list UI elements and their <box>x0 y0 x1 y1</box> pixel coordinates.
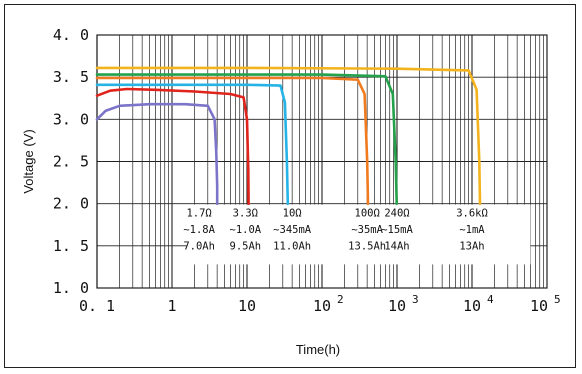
x-tick-label: 10 <box>388 297 406 315</box>
annotation-line: ~345mA <box>273 224 312 236</box>
y-axis-title: Voltage (V) <box>21 129 36 193</box>
x-tick-label: 10 <box>238 297 256 315</box>
annotation-line: 240Ω <box>384 208 409 220</box>
x-tick-label: 0. 1 <box>79 297 115 315</box>
annotations: 1.7Ω ~1.8A 7.0Ah 3.3Ω ~1.0A 9.5Ah 10Ω ~345mA 11.… <box>183 208 487 253</box>
x-tick-exponent: 2 <box>337 293 344 306</box>
annotation-line: 14Ah <box>384 241 409 253</box>
annotation-line: 9.5Ah <box>230 241 262 253</box>
annotation-line: 3.3Ω <box>233 208 258 220</box>
y-tick-label: 4. 0 <box>53 26 89 44</box>
annotation-line: 3.6kΩ <box>456 208 488 220</box>
annotation-background <box>187 204 531 265</box>
x-tick-exponent: 4 <box>487 293 494 306</box>
y-tick-label: 1. 5 <box>53 237 89 255</box>
x-tick-labels: 0. 1 1 10 10 2 10 3 10 4 10 5 <box>79 293 561 315</box>
x-tick-exponent: 3 <box>412 293 419 306</box>
y-tick-label: 2. 5 <box>53 153 89 171</box>
series-line <box>95 66 482 205</box>
annotation-line: ~1.0A <box>230 224 262 236</box>
annotation-line: ~35mA <box>351 224 383 236</box>
x-tick-label: 10 <box>463 297 481 315</box>
series-lines <box>95 66 482 205</box>
annotation-line: ~15mA <box>381 224 413 236</box>
annotation-line: 13.5Ah <box>348 241 386 253</box>
series-line <box>95 73 399 205</box>
x-axis-title: Time(h) <box>296 342 340 357</box>
chart-frame: 1. 0 1. 5 2. 0 2. 5 3. 0 3. 5 4. 0 0. 1 1 10 10 2 1… <box>4 4 576 368</box>
annotation-line: ~1mA <box>459 224 485 236</box>
series-line <box>95 87 250 205</box>
series-line <box>95 102 219 205</box>
annotation-line: 11.0Ah <box>273 241 311 253</box>
annotation-line: 1.7Ω <box>186 208 211 220</box>
annotation-line: 13Ah <box>459 241 484 253</box>
y-tick-labels: 1. 0 1. 5 2. 0 2. 5 3. 0 3. 5 4. 0 <box>53 26 89 297</box>
y-tick-label: 1. 0 <box>53 279 89 297</box>
series-line <box>95 76 370 205</box>
annotation-line: 10Ω <box>283 208 302 220</box>
x-tick-label: 10 <box>530 297 548 315</box>
x-tick-label: 10 <box>313 297 331 315</box>
series-line <box>95 83 290 205</box>
y-tick-label: 3. 5 <box>53 68 89 86</box>
annotation-line: 7.0Ah <box>183 241 215 253</box>
annotation-line: ~1.8A <box>183 224 215 236</box>
y-tick-label: 3. 0 <box>53 110 89 128</box>
discharge-chart: 1. 01. 52. 02. 53. 03. 54. 0 0. 1 1 10 10 2 1… <box>21 26 561 357</box>
annotation-line: 100Ω <box>355 208 380 220</box>
y-tick-label: 2. 0 <box>53 195 89 213</box>
x-tick-label: 1 <box>167 297 176 315</box>
plot-area-border <box>96 34 548 289</box>
x-tick-exponent: 5 <box>554 293 561 306</box>
